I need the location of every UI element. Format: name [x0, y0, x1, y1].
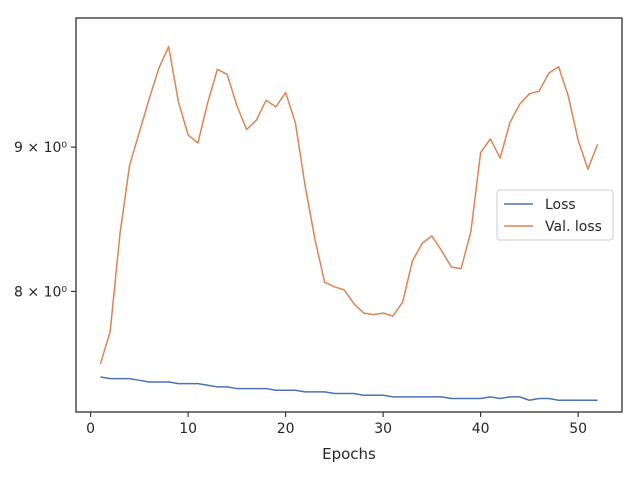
x-axis-ticks: 0 10 20 30 40 50: [86, 412, 587, 437]
x-axis-label: Epochs: [322, 445, 376, 463]
legend-box: [496, 189, 614, 241]
x-tick-label: 0: [86, 421, 95, 437]
series-lines: [99, 45, 599, 401]
y-axis-ticks: 8 × 10⁰ 9 × 10⁰: [14, 140, 76, 300]
x-tick-label: 50: [569, 421, 587, 437]
y-tick-label: 9 × 10⁰: [14, 140, 67, 156]
legend-entry-label: Loss: [545, 197, 576, 213]
y-tick-label: 8 × 10⁰: [14, 284, 67, 300]
x-tick-label: 40: [472, 421, 490, 437]
x-tick-label: 30: [374, 421, 392, 437]
plot-frame: [75, 17, 623, 413]
series-line-val-loss: [99, 45, 599, 365]
x-tick-label: 20: [277, 421, 295, 437]
legend-entry-label: Val. loss: [545, 219, 602, 235]
legend: Loss Val. loss: [496, 189, 614, 241]
series-line-loss: [100, 376, 598, 401]
x-tick-label: 10: [179, 421, 197, 437]
